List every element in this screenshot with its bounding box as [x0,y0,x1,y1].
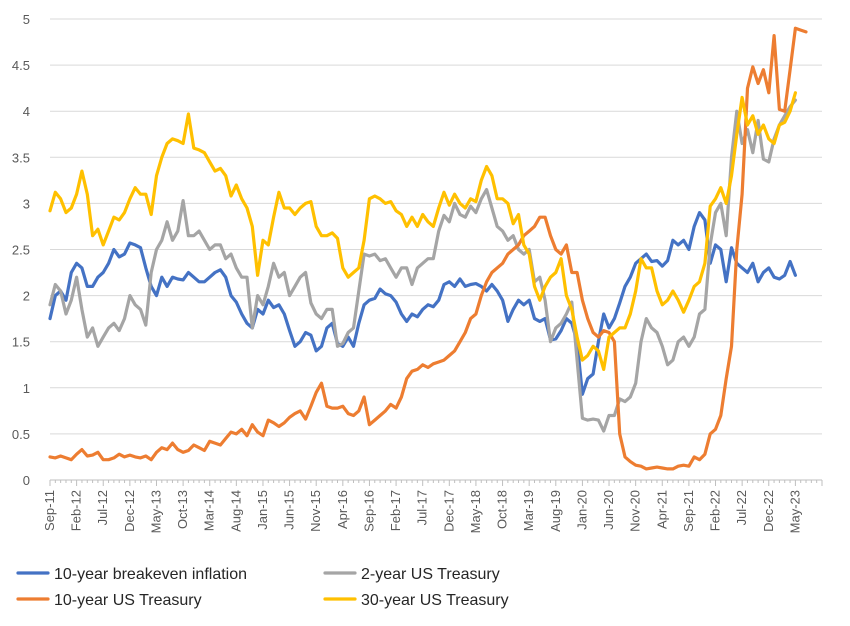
y-tick-label: 2.5 [12,243,30,258]
x-tick-label: Apr-21 [654,490,669,529]
x-tick-label: Oct-13 [175,490,190,529]
x-axis: Sep-11 Feb-12 Jul-12 Dec-12 May-13 Oct-13 Mar-… [42,479,823,533]
y-tick-label: 5 [23,12,30,27]
series-line-2 [48,98,797,433]
legend-label: 10-year breakeven inflation [54,566,247,583]
y-axis-ticks: 0 0.5 1 1.5 2 2.5 3 3.5 4 4.5 5 [12,12,30,488]
x-tick-label: Jun-20 [601,490,616,530]
x-tick-label: Apr-16 [335,490,350,529]
series-lines [48,26,808,471]
y-tick-label: 3.5 [12,150,30,165]
x-tick-label: Dec-22 [761,490,776,532]
series-line-3 [48,26,808,471]
x-tick-label: Feb-12 [69,490,84,531]
x-tick-label: Mar-19 [521,490,536,531]
x-tick-label: Dec-17 [441,490,456,532]
legend-label: 10-year US Treasury [54,592,202,609]
x-tick-label: Sep-16 [361,490,376,532]
x-tick-label: May-23 [787,490,802,533]
x-tick-label: Dec-12 [122,490,137,532]
x-tick-label: May-18 [468,490,483,533]
x-tick-label: Oct-18 [495,490,510,529]
x-tick-label: Jan-20 [574,490,589,530]
x-tick-label: Sep-21 [681,490,696,532]
y-tick-label: 1 [23,381,30,396]
x-tick-label: Nov-15 [308,490,323,532]
series-line-4 [48,91,797,371]
y-tick-label: 3 [23,196,30,211]
x-tick-label: Aug-14 [228,490,243,532]
legend-label: 2-year US Treasury [361,566,500,583]
x-tick-label: Feb-22 [708,490,723,531]
x-tick-label: Nov-20 [628,490,643,532]
y-tick-label: 4 [23,104,30,119]
x-tick-label: Jun-15 [282,490,297,530]
y-tick-label: 0.5 [12,427,30,442]
x-tick-label: Jul-22 [734,490,749,525]
legend-label: 30-year US Treasury [361,592,509,609]
x-tick-label: Feb-17 [388,490,403,531]
series-line-1 [48,211,797,396]
x-tick-label: Jul-17 [415,490,430,525]
x-tick-label: Jan-15 [255,490,270,530]
x-tick-label: Aug-19 [548,490,563,532]
x-tick-label: Sep-11 [42,490,57,531]
y-tick-label: 0 [23,473,30,488]
y-tick-label: 1.5 [12,335,30,350]
x-tick-label: May-13 [148,490,163,533]
y-tick-label: 4.5 [12,58,30,73]
legend: 10-year breakeven inflation 2-year US Tre… [16,566,509,609]
x-tick-label: Jul-12 [95,490,110,525]
x-tick-label: Mar-14 [202,490,217,531]
y-tick-label: 2 [23,289,30,304]
